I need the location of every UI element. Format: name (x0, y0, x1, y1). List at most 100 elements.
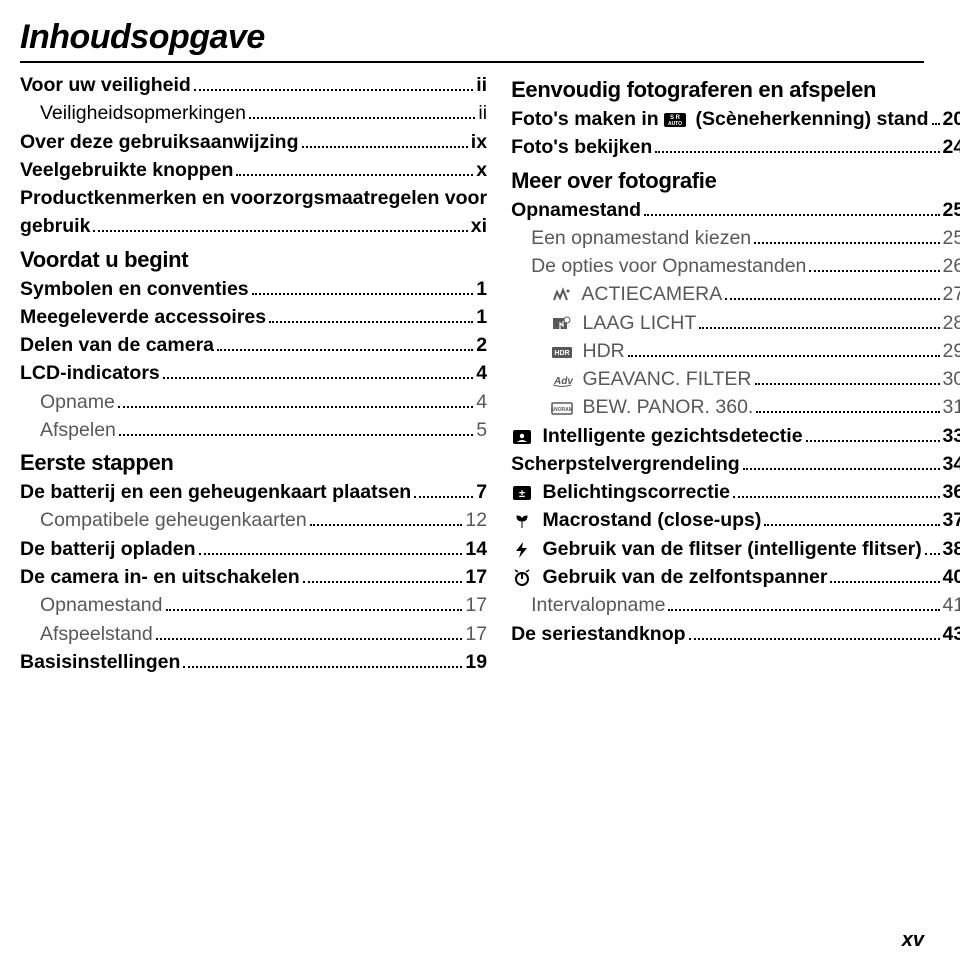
leader-dots (755, 383, 940, 385)
toc-page: 33 (943, 422, 960, 450)
toc-label: Compatibele geheugenkaarten (40, 506, 307, 534)
macro-icon (511, 512, 533, 530)
left-column: Voor uw veiligheid ii Veiligheidsopmerking… (20, 71, 487, 676)
toc-label: Afspeelstand (40, 620, 153, 648)
svg-text:±: ± (519, 488, 525, 500)
toc-label: Macrostand (close-ups) (511, 506, 761, 534)
leader-dots (252, 293, 474, 295)
section-heading: Meer over fotografie (511, 168, 960, 194)
toc-label: De batterij opladen (20, 535, 196, 563)
leader-dots (119, 434, 473, 436)
section-heading: Voordat u begint (20, 247, 487, 273)
toc-row: Symbolen en conventies1 (20, 275, 487, 303)
toc-label: Opname (40, 388, 115, 416)
toc-page: ix (471, 128, 487, 156)
toc-label: Delen van de camera (20, 331, 214, 359)
toc-label: Een opnamestand kiezen (531, 224, 751, 252)
toc-page: 17 (465, 620, 487, 648)
toc-row: Over deze gebruiksaanwijzingix (20, 128, 487, 156)
toc-page: 1 (476, 303, 487, 331)
lowlight-icon (551, 314, 573, 332)
toc-label: Afspelen (40, 416, 116, 444)
leader-dots (733, 496, 940, 498)
toc-page: 37 (943, 506, 960, 534)
adv-icon: Adv. (551, 371, 573, 389)
leader-dots (249, 117, 475, 119)
toc-page: 34 (943, 450, 960, 478)
toc-page: 7 (476, 478, 487, 506)
toc-label: HDR HDR (551, 337, 625, 365)
toc-row: Afspelen 5 (20, 416, 487, 444)
toc-label: gebruik (20, 212, 90, 240)
leader-dots (764, 524, 939, 526)
leader-dots (199, 553, 463, 555)
toc-row: ± Belichtingscorrectie 36 (511, 478, 960, 506)
leader-dots (830, 581, 939, 583)
leader-dots (93, 230, 467, 232)
toc-label: Gebruik van de flitser (intelligente fli… (511, 535, 922, 563)
toc-page: 40 (943, 563, 960, 591)
toc-row: LAAG LICHT28 (511, 309, 960, 337)
toc-label: De opties voor Opnamestanden (531, 252, 806, 280)
leader-dots (932, 123, 940, 125)
toc-label: De batterij en een geheugenkaart plaatse… (20, 478, 411, 506)
toc-page: 43 (943, 620, 960, 648)
toc-label: Scherpstelvergrendeling (511, 450, 740, 478)
toc-row: Intervalopname41 (511, 591, 960, 619)
toc-row: LCD-indicators 4 (20, 359, 487, 387)
action-icon (551, 286, 573, 304)
leader-dots (156, 638, 463, 640)
toc-row: Voor uw veiligheid ii (20, 71, 487, 99)
toc-page: 31 (943, 393, 960, 421)
toc-page: 36 (943, 478, 960, 506)
leader-dots (194, 89, 473, 91)
toc-page: 26 (943, 252, 960, 280)
leader-dots (118, 406, 473, 408)
leader-dots (689, 638, 940, 640)
toc-label: Basisinstellingen (20, 648, 180, 676)
leader-dots (925, 553, 940, 555)
leader-dots (217, 349, 473, 351)
toc-label: Voor uw veiligheid (20, 71, 191, 99)
toc-page: ii (476, 71, 487, 99)
toc-row: Foto's maken in S RAUTO (Scèneherkenning… (511, 105, 960, 133)
leader-dots (414, 496, 473, 498)
toc-label: ± Belichtingscorrectie (511, 478, 730, 506)
toc-page: 19 (465, 648, 487, 676)
svg-text:HDR: HDR (554, 350, 569, 357)
toc-page: 1 (476, 275, 487, 303)
toc-page: 5 (476, 416, 487, 444)
toc-row: De camera in- en uitschakelen17 (20, 563, 487, 591)
sr-auto-icon: S RAUTO (664, 111, 686, 129)
leader-dots (725, 298, 939, 300)
section-heading: Eerste stappen (20, 450, 487, 476)
timer-icon (511, 569, 533, 587)
page-number: xv (902, 929, 924, 952)
flash-icon (511, 541, 533, 559)
toc-label: Intelligente gezichtsdetectie (511, 422, 802, 450)
toc-label: Adv. GEAVANC. FILTER (551, 365, 751, 393)
face-icon (511, 428, 533, 446)
toc-label: LAAG LICHT (551, 309, 696, 337)
toc-page: x (476, 156, 487, 184)
leader-dots (303, 581, 463, 583)
toc-row: gebruikxi (20, 212, 487, 240)
leader-dots (302, 146, 468, 148)
toc-page: 4 (476, 359, 487, 387)
toc-page: 17 (465, 563, 487, 591)
leader-dots (806, 440, 940, 442)
leader-dots (236, 174, 473, 176)
page-title: Inhoudsopgave (20, 18, 924, 57)
leader-dots (699, 327, 939, 329)
toc-page: 14 (465, 535, 487, 563)
toc-label: Gebruik van de zelfontspanner (511, 563, 827, 591)
toc-label: LCD-indicators (20, 359, 160, 387)
toc-label: Veiligheidsopmerkingen (40, 99, 246, 127)
toc-row: PANORAMA BEW. PANOR. 360.31 (511, 393, 960, 421)
toc-row: Intelligente gezichtsdetectie 33 (511, 422, 960, 450)
toc-page: 2 (476, 331, 487, 359)
toc-label: Veelgebruikte knoppen (20, 156, 233, 184)
svg-text:AUTO: AUTO (668, 121, 682, 127)
toc-page: 30 (943, 365, 960, 393)
leader-dots (628, 355, 940, 357)
